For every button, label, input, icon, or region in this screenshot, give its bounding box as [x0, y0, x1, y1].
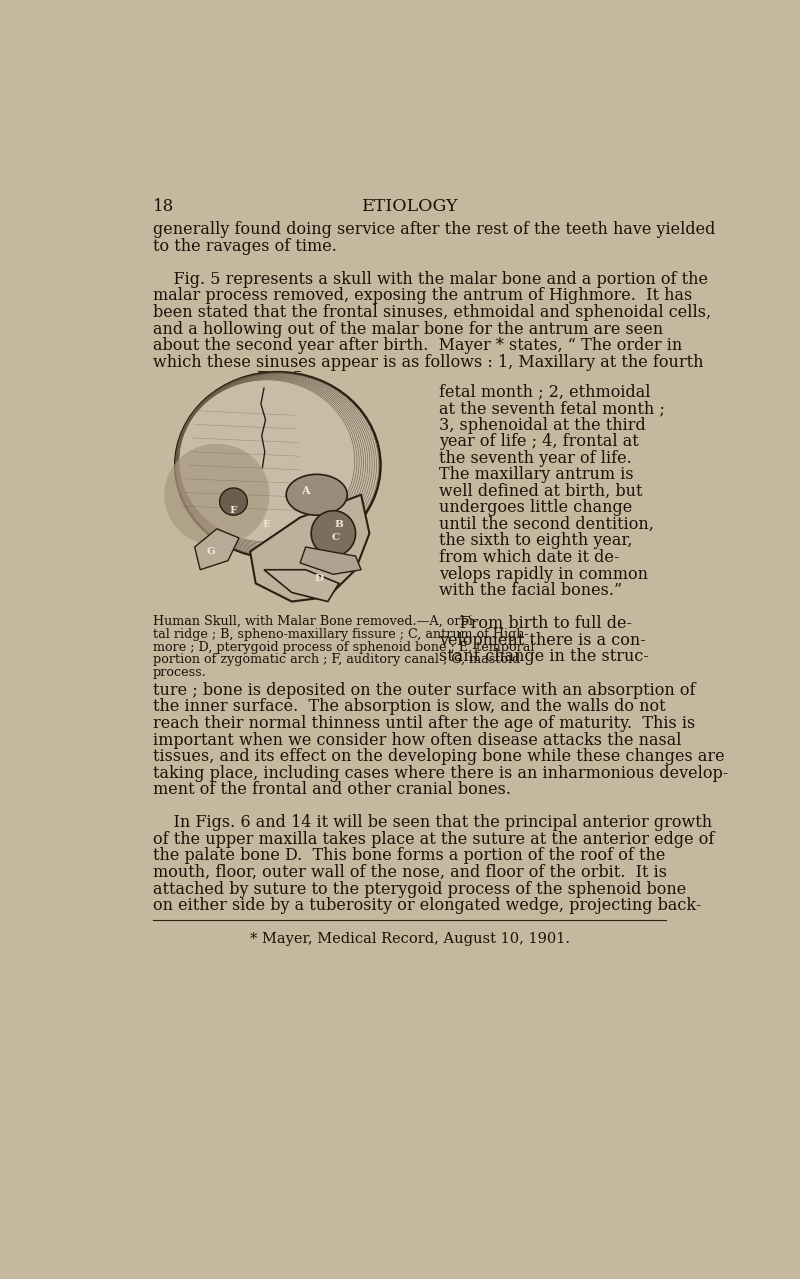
Text: portion of zygomatic arch ; F, auditory canal ; G, mastoid: portion of zygomatic arch ; F, auditory …	[153, 654, 520, 666]
Text: well defined at birth, but: well defined at birth, but	[439, 482, 643, 500]
Text: generally found doing service after the rest of the teeth have yielded: generally found doing service after the …	[153, 221, 715, 238]
Text: the sixth to eighth year,: the sixth to eighth year,	[439, 532, 633, 550]
Ellipse shape	[311, 510, 355, 556]
Text: G: G	[207, 547, 216, 556]
Text: ETIOLOGY: ETIOLOGY	[362, 198, 458, 215]
Text: The maxillary antrum is: The maxillary antrum is	[439, 467, 634, 483]
Bar	[156, 384, 434, 610]
Polygon shape	[194, 528, 239, 569]
Text: ture ; bone is deposited on the outer surface with an absorption of: ture ; bone is deposited on the outer su…	[153, 682, 695, 698]
Text: taking place, including cases where there is an inharmonious develop-: taking place, including cases where ther…	[153, 765, 728, 781]
Text: Fig. 5.: Fig. 5.	[255, 370, 307, 388]
Text: In Figs. 6 and 14 it will be seen that the principal anterior growth: In Figs. 6 and 14 it will be seen that t…	[153, 815, 712, 831]
Text: tal ridge ; B, spheno-maxillary fissure ; C, antrum of High-: tal ridge ; B, spheno-maxillary fissure …	[153, 628, 528, 641]
Text: more ; D, pterygoid process of sphenoid bone ; E, temporal: more ; D, pterygoid process of sphenoid …	[153, 641, 534, 654]
Text: until the second dentition,: until the second dentition,	[439, 515, 654, 533]
Text: the seventh year of life.: the seventh year of life.	[439, 450, 632, 467]
Ellipse shape	[220, 489, 247, 515]
Polygon shape	[250, 495, 370, 601]
Text: and a hollowing out of the malar bone for the antrum are seen: and a hollowing out of the malar bone fo…	[153, 321, 663, 338]
Text: fetal month ; 2, ethmoidal: fetal month ; 2, ethmoidal	[439, 384, 651, 400]
Polygon shape	[264, 569, 339, 601]
Text: reach their normal thinness until after the age of maturity.  This is: reach their normal thinness until after …	[153, 715, 695, 732]
Ellipse shape	[175, 372, 381, 559]
Text: the palate bone D.  This bone forms a portion of the roof of the: the palate bone D. This bone forms a por…	[153, 848, 665, 865]
Text: C: C	[332, 533, 340, 542]
Text: attached by suture to the pterygoid process of the sphenoid bone: attached by suture to the pterygoid proc…	[153, 880, 686, 898]
Polygon shape	[300, 547, 361, 574]
Text: F: F	[230, 506, 237, 515]
Text: ment of the frontal and other cranial bones.: ment of the frontal and other cranial bo…	[153, 781, 510, 798]
Text: stant change in the struc-: stant change in the struc-	[439, 648, 650, 665]
Text: process.: process.	[153, 666, 206, 679]
Text: E: E	[262, 519, 270, 528]
Text: at the seventh fetal month ;: at the seventh fetal month ;	[439, 400, 666, 417]
Text: A: A	[302, 485, 310, 496]
Text: mouth, floor, outer wall of the nose, and floor of the orbit.  It is: mouth, floor, outer wall of the nose, an…	[153, 863, 666, 881]
Text: 18: 18	[153, 198, 174, 215]
Text: D: D	[315, 574, 324, 583]
Text: 3, sphenoidal at the third: 3, sphenoidal at the third	[439, 417, 646, 434]
Text: Human Skull, with Malar Bone removed.—A, orbi-: Human Skull, with Malar Bone removed.—A,…	[153, 615, 477, 628]
Text: on either side by a tuberosity or elongated wedge, projecting back-: on either side by a tuberosity or elonga…	[153, 897, 701, 914]
Text: malar process removed, exposing the antrum of Highmore.  It has: malar process removed, exposing the antr…	[153, 288, 692, 304]
Text: year of life ; 4, frontal at: year of life ; 4, frontal at	[439, 434, 639, 450]
Text: velops rapidly in common: velops rapidly in common	[439, 565, 649, 582]
Text: the inner surface.  The absorption is slow, and the walls do not: the inner surface. The absorption is slo…	[153, 698, 666, 715]
Text: from which date it de-: from which date it de-	[439, 549, 620, 567]
Text: important when we consider how often disease attacks the nasal: important when we consider how often dis…	[153, 732, 682, 748]
Text: to the ravages of time.: to the ravages of time.	[153, 238, 337, 255]
Text: B: B	[334, 519, 343, 528]
Text: * Mayer, Medical Record, August 10, 1901.: * Mayer, Medical Record, August 10, 1901…	[250, 932, 570, 946]
Text: which these sinuses appear is as follows : 1, Maxillary at the fourth: which these sinuses appear is as follows…	[153, 354, 703, 371]
Text: of the upper maxilla takes place at the suture at the anterior edge of: of the upper maxilla takes place at the …	[153, 831, 714, 848]
Text: tissues, and its effect on the developing bone while these changes are: tissues, and its effect on the developin…	[153, 748, 724, 765]
Text: Fig. 5 represents a skull with the malar bone and a portion of the: Fig. 5 represents a skull with the malar…	[153, 271, 708, 288]
Ellipse shape	[286, 475, 347, 515]
Text: From birth to full de-: From birth to full de-	[439, 615, 633, 632]
Text: with the facial bones.”: with the facial bones.”	[439, 582, 622, 599]
Text: velopment there is a con-: velopment there is a con-	[439, 632, 646, 648]
Ellipse shape	[164, 444, 270, 546]
Text: about the second year after birth.  Mayer * states, “ The order in: about the second year after birth. Mayer…	[153, 338, 682, 354]
Text: undergoes little change: undergoes little change	[439, 499, 633, 517]
Text: been stated that the frontal sinuses, ethmoidal and sphenoidal cells,: been stated that the frontal sinuses, et…	[153, 304, 711, 321]
